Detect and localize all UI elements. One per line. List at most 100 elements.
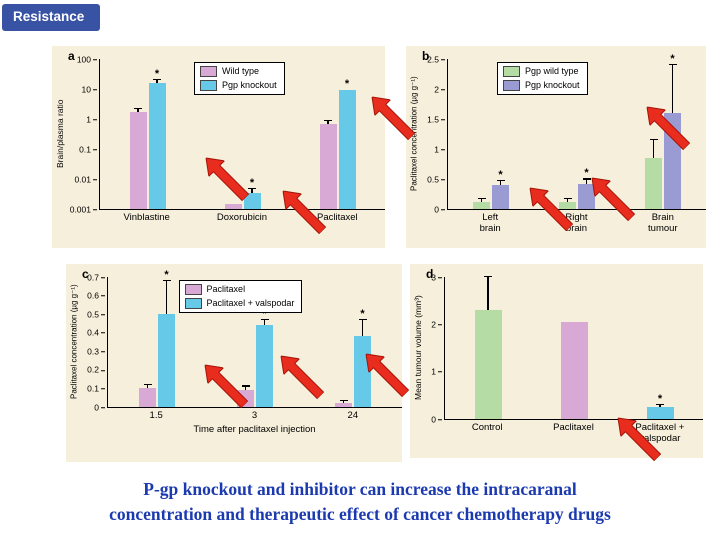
legend-item: Pgp wild type [503,66,580,77]
bar [139,388,156,407]
significance-asterisk: * [344,78,350,91]
error-bar [487,277,489,311]
bar [474,310,502,419]
category-label: Doxorubicin [216,212,268,223]
bar-Pgp knockout: * [578,59,595,209]
bar [492,185,509,209]
category-label: Control [471,422,503,433]
legend-label: Pgp knockout [222,80,277,90]
legend-item: Paclitaxel + valspodar [184,298,295,309]
y-tick-label: 0.2 [87,364,105,375]
error-bar [244,386,247,391]
y-tick-label: 1 [431,366,442,377]
slide-caption: P-gp knockout and inhibitor can increase… [8,477,712,528]
plot-area: * [444,275,703,420]
x-axis-categories: Vinblastine Doxorubicin Paclitaxel [99,212,385,224]
panel-letter-c: c [82,267,89,281]
y-tick-label: 0.4 [87,327,105,338]
bar-Pgp knockout: * [492,59,509,209]
bar [129,112,147,209]
significance-asterisk: * [262,307,267,320]
chart-legend: Wild type Pgp knockout [194,62,285,95]
panel-letter-b: b [422,49,430,63]
x-axis-categories: 1.5 3 24 [107,410,402,422]
error-bar [652,140,655,158]
chart-legend: Paclitaxel Paclitaxel + valspodar [178,280,303,313]
error-bar [263,319,266,326]
error-bar [146,384,149,389]
significance-asterisk: * [154,67,160,80]
y-tick-label: 1.5 [427,113,445,124]
bar-Mean tumour volume [474,275,502,419]
y-tick-label: 0.01 [74,173,97,184]
bar [224,203,242,209]
plot-column: Wild type Pgp knockout * * * Vinblastine Dox… [99,59,385,224]
bar [148,82,166,209]
bar-Paclitaxel [335,277,352,407]
error-bar-cap [153,78,161,80]
red-arrow-annotation [198,150,253,205]
category-label: Paclitaxel + valspodar [635,422,685,444]
plot-column: Paclitaxel Paclitaxel + valspodar * * * 1.5… [107,269,402,435]
y-axis: 0 0.5 1 1.5 2 2.5 [423,55,447,213]
error-bar [156,79,158,83]
y-tick-label: 0.7 [87,271,105,282]
legend-label: Pgp knockout [525,80,580,90]
red-arrow-annotation [275,183,330,238]
category-label: Vinblastine [123,212,170,223]
bar [319,123,337,209]
bar-group: * [108,269,206,407]
bar-Paclitaxel + valspodar: * [256,277,273,407]
bar-group [445,275,531,419]
bar [338,90,356,209]
bar-Pgp wild type [473,59,490,209]
bar [243,192,261,209]
chart-body: Mean tumour volume (mm³) 0 1 2 3 * Control P… [410,273,703,445]
legend-label: Pgp wild type [525,66,579,76]
legend-label: Wild type [222,66,260,76]
x-axis-categories: Control Paclitaxel Paclitaxel + valspodar [444,422,703,445]
legend-item: Pgp knockout [200,80,277,91]
category-label: 24 [347,410,359,421]
legend-swatch [200,66,218,77]
red-arrow-annotation [584,170,639,225]
error-bar-cap [324,119,332,122]
red-arrow-annotation [358,346,413,401]
y-tick-label: 0.5 [427,173,445,184]
significance-asterisk: * [164,268,169,281]
y-tick-label: 3 [431,271,442,282]
legend-item: Pgp knockout [503,80,580,91]
y-tick-label: 0.1 [87,383,105,394]
error-bar [165,280,168,315]
bar-Pgp wild type [559,59,576,209]
error-bar-cap [248,188,256,190]
y-tick-label: 2 [434,83,445,94]
category-label: 3 [251,410,258,421]
error-bar [137,109,139,113]
y-tick-label: 10 [81,83,98,94]
bar-Wild type [319,59,337,209]
y-tick-label: 0.5 [87,308,105,319]
y-tick-label: 2.5 [427,53,445,64]
red-arrow-annotation [639,99,694,154]
chart-panel-a: a Brain/plasma ratio 0.001 0.01 0.1 1 10 100 … [52,46,385,248]
error-bar [361,319,364,337]
legend-label: Paclitaxel + valspodar [206,298,295,308]
error-bar [480,199,483,202]
bar [645,158,662,209]
plot-area: Paclitaxel Paclitaxel + valspodar * * * [107,269,402,408]
plot-column: * Control Paclitaxel Paclitaxel + valspoda… [444,275,703,445]
bar-Pgp wild type [645,59,662,209]
plot-area: Wild type Pgp knockout * * * [99,59,385,210]
y-axis-label: Paclitaxel concentration (µg g⁻¹) [69,284,79,400]
error-bar-cap [582,178,591,180]
caption-line-2: concentration and therapeutic effect of … [109,504,611,525]
category-label: Brain tumour [648,212,678,234]
bar [335,403,352,407]
error-bar [671,65,674,113]
error-bar-cap [134,108,142,110]
significance-asterisk: * [249,177,255,190]
bar-group: * [195,59,290,209]
category-label: 1.5 [149,410,163,421]
bar-group: * [100,59,195,209]
